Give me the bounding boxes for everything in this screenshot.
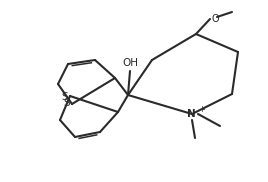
Text: OH: OH: [122, 58, 138, 68]
Text: O: O: [211, 14, 219, 24]
Text: S: S: [61, 92, 68, 102]
Text: +: +: [198, 106, 205, 114]
Text: N: N: [187, 109, 195, 119]
Text: S: S: [63, 98, 70, 108]
